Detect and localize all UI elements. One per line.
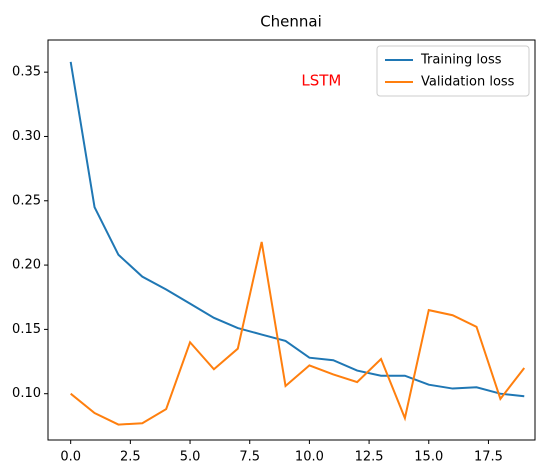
x-tick-label: 2.5 (120, 450, 141, 465)
legend-box (376, 45, 530, 97)
y-tick-label: 0.25 (12, 193, 41, 208)
chart-title: Chennai (260, 13, 322, 31)
legend-label: Validation loss (421, 75, 515, 90)
series-line (70, 241, 526, 426)
annotation: LSTM (301, 72, 341, 90)
x-tick-label: 15.0 (414, 450, 443, 465)
x-tick-label: 0.0 (60, 450, 81, 465)
legend-label: Training loss (420, 53, 502, 68)
x-tick-label: 12.5 (355, 450, 384, 465)
plot-frame (47, 39, 536, 441)
y-tick-label: 0.30 (12, 129, 41, 144)
x-tick-label: 17.5 (474, 450, 503, 465)
y-tick-label: 0.10 (12, 386, 41, 401)
y-tick-label: 0.35 (12, 65, 41, 80)
series-line (69, 61, 525, 398)
y-tick-label: 0.15 (12, 322, 41, 337)
x-tick-label: 5.0 (180, 450, 201, 465)
x-tick-label: 10.0 (295, 450, 324, 465)
y-tick-label: 0.20 (12, 258, 41, 273)
x-tick-label: 7.5 (239, 450, 260, 465)
